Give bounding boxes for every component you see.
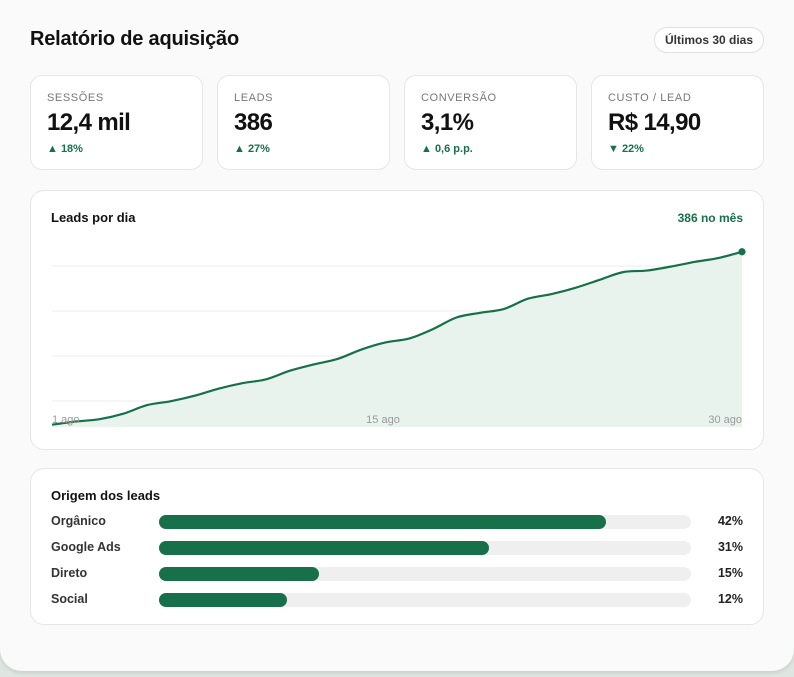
kpi-card-sessions: SESSÕES 12,4 mil ▲ 18% (30, 75, 203, 170)
source-bar-track (159, 541, 691, 555)
leads-line-chart: 1 ago 15 ago 30 ago (51, 248, 746, 427)
source-percent: 31% (717, 540, 743, 554)
source-bar-track (159, 515, 691, 529)
source-bar-track (159, 593, 691, 607)
kpi-card-leads: LEADS 386 ▲ 27% (217, 75, 390, 170)
source-bar-track (159, 567, 691, 581)
sources-title: Origem dos leads (51, 488, 161, 503)
kpi-label: SESSÕES (47, 92, 104, 104)
source-label: Orgânico (51, 514, 106, 528)
lead-sources-card: Origem dos leads Orgânico 42% Google Ads… (30, 468, 764, 625)
source-percent: 42% (717, 514, 743, 528)
kpi-delta: ▲ 18% (47, 143, 83, 155)
source-percent: 12% (717, 592, 743, 606)
kpi-label: CUSTO / LEAD (608, 92, 692, 104)
kpi-card-cost-per-lead: CUSTO / LEAD R$ 14,90 ▼ 22% (591, 75, 764, 170)
leads-chart-card: Leads por dia 386 no mês 1 ago 15 ago 30 a… (30, 190, 764, 450)
kpi-value: R$ 14,90 (608, 109, 701, 136)
chart-x-tick-label: 1 ago (52, 414, 80, 426)
chart-x-tick-label: 15 ago (366, 414, 400, 426)
kpi-delta: ▼ 22% (608, 143, 644, 155)
source-bar-fill (159, 515, 606, 529)
page-title: Relatório de aquisição (30, 28, 239, 50)
source-row-direct: Direto 15% (51, 565, 743, 583)
kpi-label: LEADS (234, 92, 274, 104)
source-label: Google Ads (51, 540, 121, 554)
chart-series-line (51, 250, 743, 426)
source-percent: 15% (717, 566, 743, 580)
date-range-button[interactable]: Últimos 30 dias (654, 27, 764, 53)
source-row-organic: Orgânico 42% (51, 513, 743, 531)
chart-last-point (738, 248, 746, 256)
source-label: Direto (51, 566, 88, 580)
source-row-google-ads: Google Ads 31% (51, 539, 743, 557)
kpi-value: 3,1% (421, 109, 474, 136)
kpi-delta: ▲ 0,6 p.p. (421, 143, 473, 155)
kpi-card-conversion: CONVERSÃO 3,1% ▲ 0,6 p.p. (404, 75, 577, 170)
kpi-delta: ▲ 27% (234, 143, 270, 155)
source-row-social: Social 12% (51, 591, 743, 609)
chart-area-fill (52, 251, 742, 427)
source-bar-fill (159, 593, 287, 607)
chart-title: Leads por dia (51, 210, 136, 225)
source-bar-fill (159, 567, 319, 581)
chart-x-tick-label: 30 ago (708, 414, 742, 426)
kpi-value: 386 (234, 109, 273, 136)
kpi-label: CONVERSÃO (421, 92, 497, 104)
chart-summary: 386 no mês (677, 211, 743, 225)
source-bar-fill (159, 541, 489, 555)
source-label: Social (51, 592, 88, 606)
kpi-value: 12,4 mil (47, 109, 131, 136)
